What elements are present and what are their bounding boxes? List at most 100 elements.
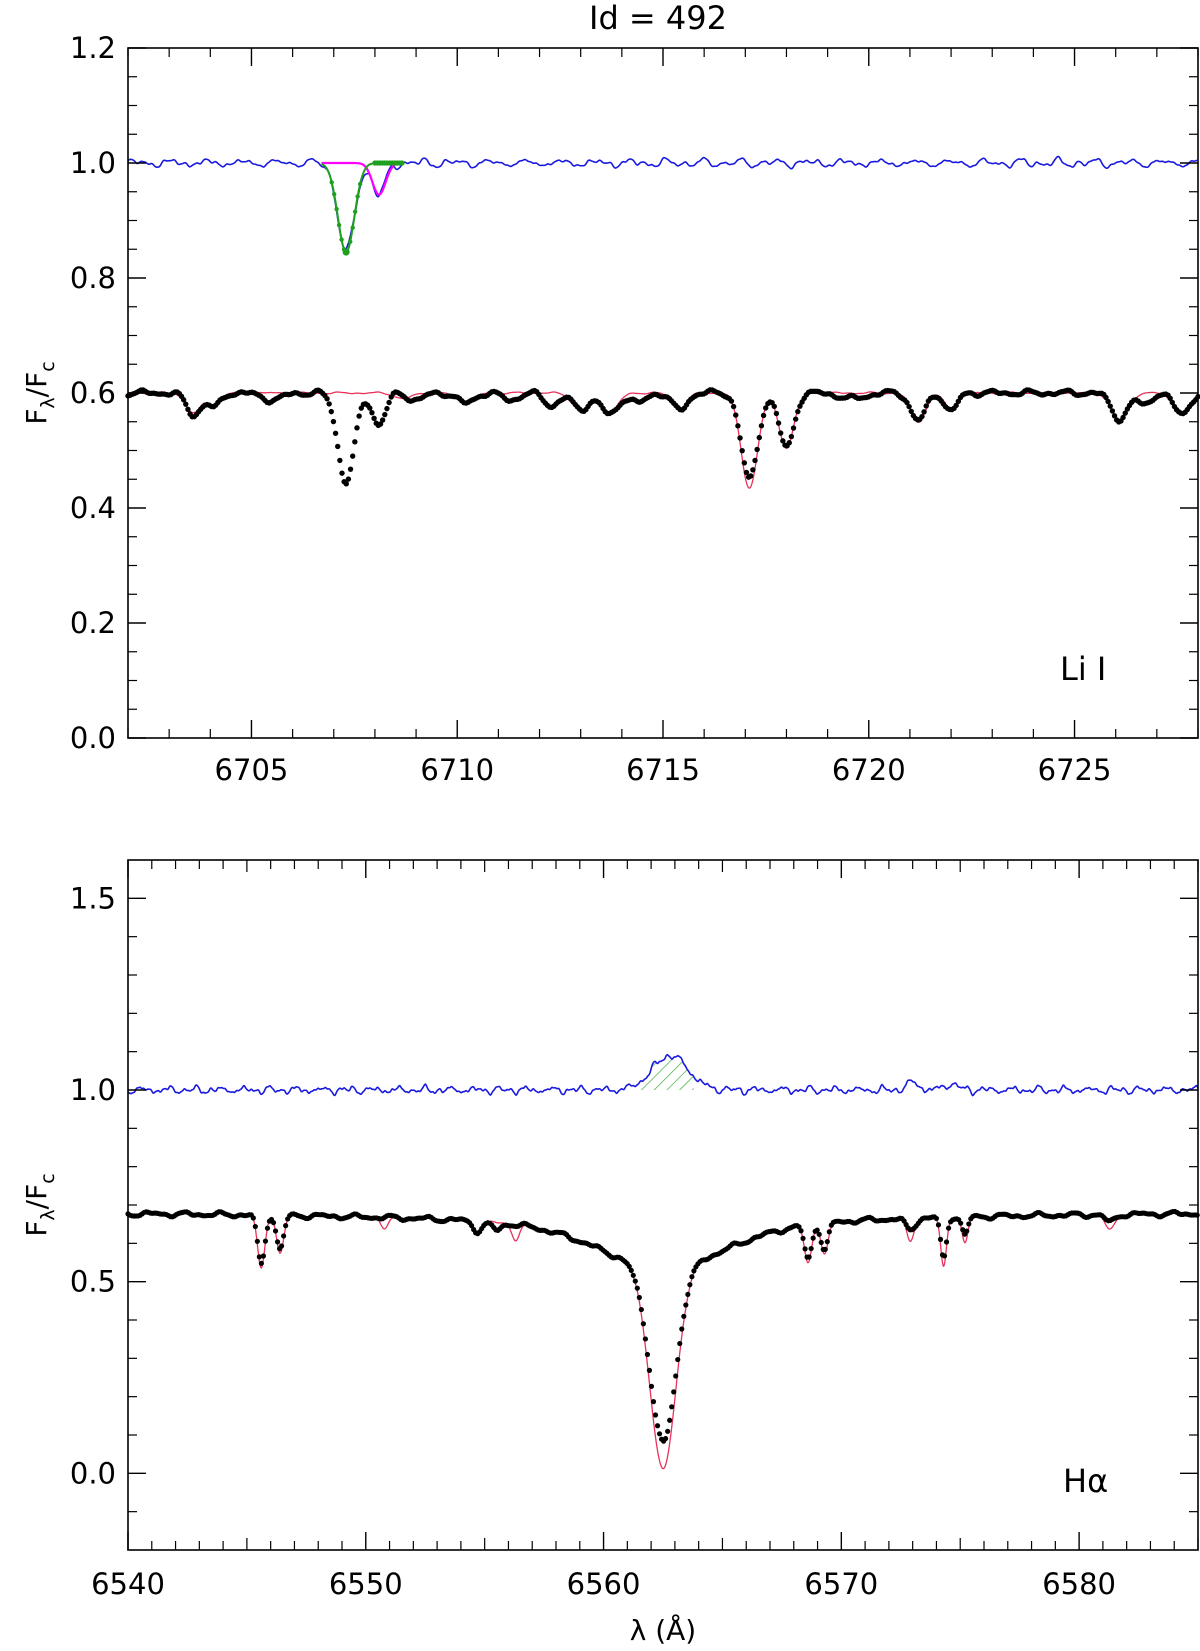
halpha-ytick-label: 1.0 <box>70 1073 116 1107</box>
li-ytick-label: 0.8 <box>70 261 116 295</box>
li-panel: 6705 6710 6715 6720 6725 0.0 0.2 0.4 0.6 0.8 1.0 1.… <box>20 31 1200 787</box>
li-observed-point <box>752 457 758 464</box>
halpha-observed-point <box>648 1383 655 1389</box>
halpha-observed-point <box>646 1367 653 1373</box>
halpha-observed-point <box>798 1228 804 1234</box>
svg-text:Fλ/Fc: Fλ/Fc <box>20 1173 59 1236</box>
li-xtick-label: 6725 <box>1038 753 1112 787</box>
li-observed-point <box>758 423 765 429</box>
li-observed-point <box>369 409 375 416</box>
li-observed-point <box>908 408 914 415</box>
halpha-observed-point <box>663 1435 669 1442</box>
halpha-observed-point <box>941 1253 948 1259</box>
halpha-observed-point <box>640 1321 646 1327</box>
halpha-observed-point <box>665 1428 671 1434</box>
li-observed-point <box>741 460 748 466</box>
halpha-panel-frame <box>127 859 1199 1551</box>
li-observed-point <box>356 413 362 419</box>
li-ytick-label: 0.4 <box>70 491 116 525</box>
li-panel-curves <box>127 155 1198 489</box>
halpha-observed-point <box>270 1220 277 1226</box>
li-observed-point <box>797 403 803 409</box>
li-observed-point <box>792 416 799 422</box>
li-observed-point <box>371 415 377 421</box>
li-xtick-label: 6720 <box>832 753 906 787</box>
halpha-observed-point <box>945 1225 952 1231</box>
halpha-observed-point <box>806 1254 812 1260</box>
halpha-xtick-label: 6580 <box>1042 1567 1116 1601</box>
li-fit-point <box>355 194 360 199</box>
halpha-observed-point <box>283 1223 289 1229</box>
li-observed-point <box>790 425 797 431</box>
halpha-emission-fill <box>639 1054 694 1090</box>
li-observed-point <box>350 453 356 459</box>
halpha-observed-point <box>669 1404 675 1410</box>
halpha-observed-point <box>822 1246 828 1252</box>
li-observed-point <box>1111 413 1118 419</box>
li-ytick-label: 1.0 <box>70 146 116 180</box>
li-observed-point <box>384 405 390 412</box>
halpha-observed-point <box>626 1263 632 1269</box>
halpha-observed-point <box>630 1272 636 1278</box>
halpha-observed-point <box>802 1246 808 1252</box>
halpha-panel-curves <box>127 1053 1199 1470</box>
li-observed-point <box>1120 414 1126 421</box>
halpha-ytick-label: 0.0 <box>70 1456 116 1490</box>
li-observed-point <box>180 397 187 403</box>
halpha-subtracted-spectrum <box>127 1053 1199 1097</box>
li-observed-point <box>1167 395 1173 401</box>
halpha-observed-point <box>675 1356 681 1363</box>
li-fit-point <box>329 180 334 185</box>
li-panel-frame <box>127 47 1199 739</box>
li-observed-point <box>773 410 780 417</box>
halpha-observed-point <box>943 1239 950 1245</box>
li-observed-point <box>328 408 334 415</box>
halpha-observed-point <box>824 1239 830 1245</box>
svg-text:Fλ/Fc: Fλ/Fc <box>20 361 59 424</box>
li-observed-point <box>1105 398 1111 405</box>
halpha-observed-point <box>264 1225 271 1231</box>
li-fit-point <box>331 191 337 197</box>
li-observed-point <box>379 417 386 423</box>
li-subtracted-spectrum <box>127 155 1198 251</box>
li-fit-point <box>350 225 355 230</box>
li-observed-point <box>780 438 786 444</box>
li-observed-point <box>337 457 343 464</box>
halpha-observed-point <box>691 1268 697 1274</box>
halpha-xtick-label: 6540 <box>91 1567 165 1601</box>
li-observed-point <box>354 425 360 431</box>
halpha-observed-point <box>260 1253 267 1259</box>
halpha-observed-point <box>958 1220 964 1226</box>
halpha-observed-point <box>642 1336 649 1342</box>
halpha-template-spectrum <box>127 1212 1199 1470</box>
li-observed-point <box>367 405 373 411</box>
halpha-panel-ylabel: Fλ/Fc <box>20 1173 59 1236</box>
li-panel-ylabel: Fλ/Fc <box>20 361 59 424</box>
halpha-observed-point <box>808 1245 814 1252</box>
halpha-observed-point <box>632 1278 638 1284</box>
li-observed-point <box>771 403 777 410</box>
li-observed-point <box>786 440 792 446</box>
halpha-observed-point <box>250 1215 256 1221</box>
li-observed-point <box>335 443 341 450</box>
li-observed-point <box>352 439 358 445</box>
halpha-observed-point <box>800 1235 806 1241</box>
li-fit-point <box>352 209 358 214</box>
li-fit-point <box>339 237 344 242</box>
li-panel-observed-points <box>125 387 1200 487</box>
li-observed-point <box>923 403 929 409</box>
li-observed-point <box>377 421 384 427</box>
halpha-observed-point <box>279 1243 285 1249</box>
halpha-annotation: Hα <box>1063 1462 1108 1500</box>
li-ytick-label: 1.2 <box>70 31 116 65</box>
halpha-panel-ticks: 6540 6550 6560 6570 6580 0.0 0.5 1.0 1.5 <box>70 860 1199 1601</box>
halpha-observed-point <box>638 1306 644 1313</box>
li-observed-point <box>339 470 345 476</box>
halpha-observed-point <box>814 1227 820 1233</box>
halpha-observed-point <box>935 1222 942 1228</box>
li-observed-point <box>750 467 756 473</box>
halpha-observed-point <box>687 1282 693 1288</box>
halpha-observed-point <box>796 1224 802 1230</box>
li-template-spectrum <box>127 391 1198 489</box>
